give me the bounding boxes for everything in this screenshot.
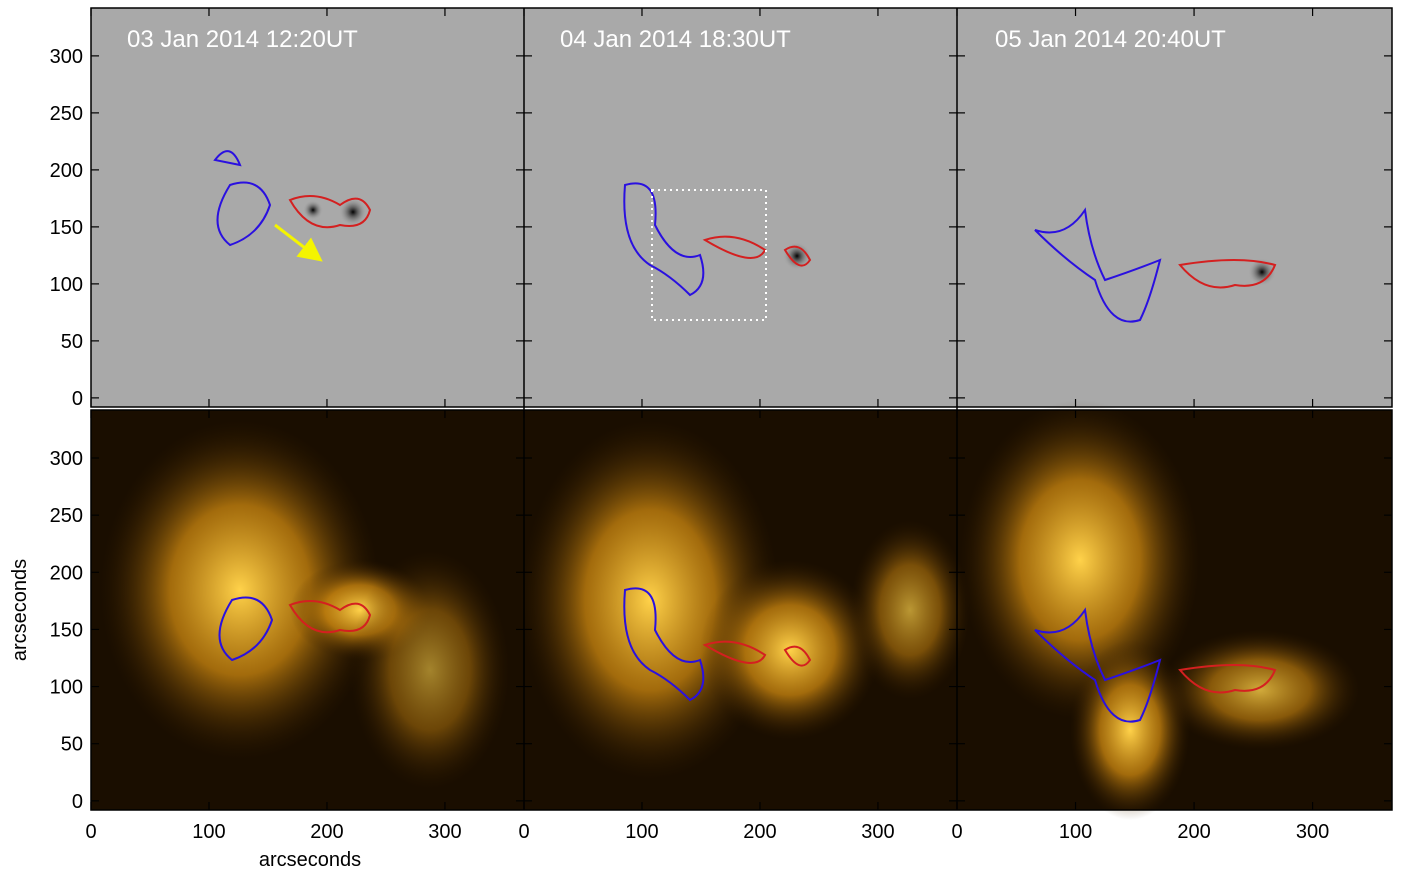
- x-tick-label: 200: [743, 821, 776, 843]
- y-tick-label: 250: [50, 505, 83, 527]
- coronal-loops: [350, 550, 510, 790]
- y-tick-label: 50: [61, 734, 83, 756]
- panel-title: 05 Jan 2014 20:40UT: [995, 26, 1226, 53]
- y-tick-label: 50: [61, 331, 83, 353]
- figure: 03 Jan 2014 12:20UT 04 Jan 2014 18:30UT …: [0, 0, 1401, 871]
- y-tick-label: 0: [72, 791, 83, 813]
- x-tick-label: 300: [861, 821, 894, 843]
- y-tick-label: 300: [50, 46, 83, 68]
- panel-title: 04 Jan 2014 18:30UT: [560, 26, 791, 53]
- sunspot: [303, 200, 323, 220]
- x-tick-label: 0: [518, 821, 529, 843]
- coronal-loops: [850, 520, 970, 700]
- y-axis-label: arcseconds: [9, 559, 31, 661]
- x-tick-label: 100: [1059, 821, 1092, 843]
- panels: [91, 8, 1392, 820]
- y-tick-label: 300: [50, 448, 83, 470]
- y-tick-label: 250: [50, 103, 83, 125]
- magnetogram: [957, 8, 1392, 407]
- x-tick-label: 0: [85, 821, 96, 843]
- y-tick-label: 0: [72, 388, 83, 410]
- x-tick-label: 200: [310, 821, 343, 843]
- panel-title: 03 Jan 2014 12:20UT: [127, 26, 358, 53]
- y-tick-label: 200: [50, 562, 83, 584]
- coronal-loops: [1160, 630, 1360, 750]
- y-tick-label: 150: [50, 217, 83, 239]
- y-tick-label: 150: [50, 619, 83, 641]
- y-tick-label: 200: [50, 160, 83, 182]
- x-tick-label: 300: [428, 821, 461, 843]
- x-tick-label: 0: [951, 821, 962, 843]
- x-tick-label: 100: [625, 821, 658, 843]
- magnetogram: [524, 8, 957, 407]
- x-axis-label: arcseconds: [259, 849, 361, 871]
- x-tick-label: 200: [1177, 821, 1210, 843]
- y-tick-label: 100: [50, 677, 83, 699]
- x-tick-label: 100: [192, 821, 225, 843]
- x-tick-label: 300: [1296, 821, 1329, 843]
- y-tick-label: 100: [50, 274, 83, 296]
